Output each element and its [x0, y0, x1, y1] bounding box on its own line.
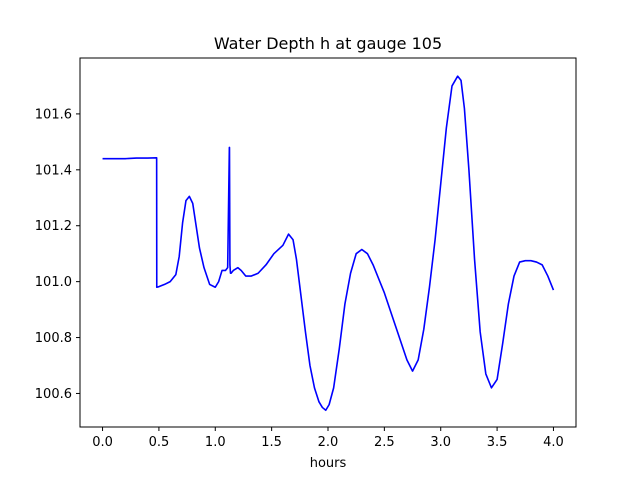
chart-title: Water Depth h at gauge 105 — [214, 34, 442, 53]
y-tick-label: 101.6 — [35, 107, 72, 122]
y-tick-label: 101.4 — [35, 163, 72, 178]
y-tick-label: 101.0 — [35, 275, 72, 290]
x-tick-label: 0.5 — [149, 435, 170, 450]
plot-area — [80, 58, 576, 427]
series-line — [102, 75, 555, 412]
x-tick-label: 0.0 — [92, 435, 113, 450]
plot-frame — [79, 57, 577, 428]
y-tick-label: 101.2 — [35, 219, 72, 234]
x-axis-label: hours — [310, 456, 347, 471]
x-tick-label: 3.0 — [430, 435, 451, 450]
y-tick-label: 100.8 — [35, 331, 72, 346]
x-tick-label: 2.0 — [318, 435, 339, 450]
x-tick-label: 4.0 — [543, 435, 564, 450]
x-tick-label: 1.0 — [205, 435, 226, 450]
x-tick-label: 3.5 — [487, 435, 508, 450]
x-tick-label: 2.5 — [374, 435, 395, 450]
x-tick-label: 1.5 — [261, 435, 282, 450]
y-tick-label: 100.6 — [35, 387, 72, 402]
